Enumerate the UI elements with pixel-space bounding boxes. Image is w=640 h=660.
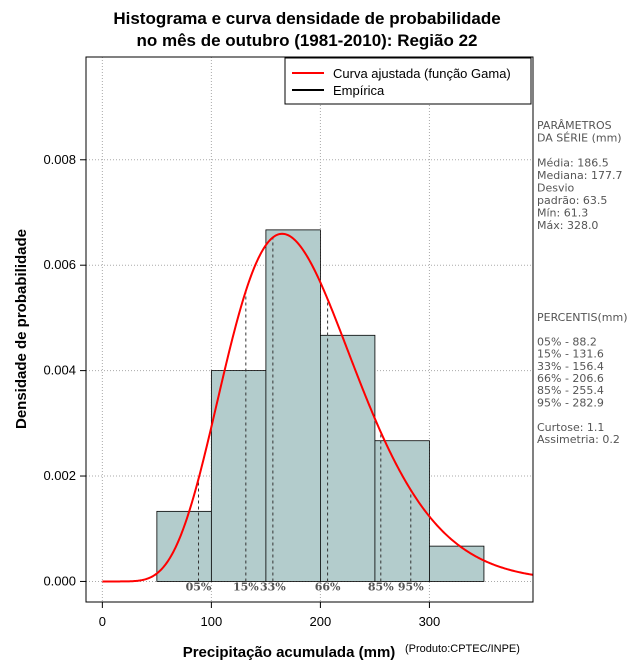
percentis-line-2: 05% - 88.2 xyxy=(537,335,597,348)
percentis-line-3: 15% - 131.6 xyxy=(537,348,604,361)
percentile-lines xyxy=(198,237,412,582)
chart-title-line2: no mês de outubro (1981-2010): Região 22 xyxy=(136,31,477,50)
histogram-bar-2 xyxy=(210,370,267,582)
y-tick-label: 0.006 xyxy=(43,257,76,272)
param-line-4: Mediana: 177.7 xyxy=(537,169,622,182)
percentile-labels: 05% 15% 33% 66% 85% 95% xyxy=(186,580,425,593)
series-parameters-panel: PARÂMETROS DA SÉRIE (mm) Média: 186.5Medi… xyxy=(537,119,622,232)
param-line-1: DA SÉRIE (mm) xyxy=(537,132,622,145)
percentile-label-85%: 85% xyxy=(368,580,394,593)
histogram-bar-6 xyxy=(429,545,485,582)
percentis-line-10: Assimetria: 0.2 xyxy=(537,433,620,446)
fitted-gamma-curve xyxy=(102,232,534,583)
param-line-8: Máx: 328.0 xyxy=(537,219,598,232)
param-line-5: Desvio xyxy=(537,182,575,195)
percentis-line-6: 85% - 255.4 xyxy=(537,384,604,397)
credit-label: (Produto:CPTEC/INPE) xyxy=(405,643,520,655)
histogram-bar-3 xyxy=(265,229,321,582)
plot-frame xyxy=(85,56,534,603)
x-tick-label: 300 xyxy=(419,614,441,629)
percentis-line-9: Curtose: 1.1 xyxy=(537,421,604,434)
x-tick-label: 0 xyxy=(99,614,106,629)
percentile-label-33%: 33% xyxy=(260,580,286,593)
histogram-bar-5 xyxy=(374,440,430,582)
x-tick-label: 100 xyxy=(201,614,223,629)
histogram-bars xyxy=(156,229,485,582)
x-axis-title: Precipitação acumulada (mm) xyxy=(183,644,396,660)
x-tick-label: 200 xyxy=(310,614,332,629)
y-axis-title: Densidade de probabilidade xyxy=(13,229,30,429)
percentile-label-66%: 66% xyxy=(315,580,341,593)
percentile-label-15%: 15% xyxy=(233,580,259,593)
legend-label-curve: Curva ajustada (função Gama) xyxy=(333,66,511,81)
percentis-line-4: 33% - 156.4 xyxy=(537,360,604,373)
histogram-bar-1 xyxy=(156,510,212,582)
param-line-3: Média: 186.5 xyxy=(537,157,609,170)
param-line-7: Mín: 61.3 xyxy=(537,207,588,220)
percentis-line-5: 66% - 206.6 xyxy=(537,372,604,385)
legend-box xyxy=(284,57,532,105)
legend-label-empirical: Empírica xyxy=(333,83,385,98)
legend: Curva ajustada (função Gama) Empírica xyxy=(284,57,532,105)
y-tick-label: 0.002 xyxy=(43,468,76,483)
y-tick-label: 0.004 xyxy=(43,363,76,378)
percentis-line-0: PERCENTIS(mm) xyxy=(537,311,628,324)
histogram-bar-4 xyxy=(320,334,376,582)
percentile-label-95%: 95% xyxy=(398,580,424,593)
y-axis-ticks: 0.000 0.002 0.004 0.006 0.008 xyxy=(43,152,86,588)
chart-title-line1: Histograma e curva densidade de probabil… xyxy=(113,9,500,28)
y-tick-label: 0.008 xyxy=(43,152,76,167)
param-line-6: padrão: 63.5 xyxy=(537,194,607,207)
percentile-label-05%: 05% xyxy=(186,580,212,593)
percentiles-panel: PERCENTIS(mm) 05% - 88.215% - 131.633% - … xyxy=(537,311,628,446)
param-line-0: PARÂMETROS xyxy=(537,119,612,132)
x-axis-ticks: 0 100 200 300 xyxy=(99,602,441,629)
y-tick-label: 0.000 xyxy=(43,573,76,588)
percentis-line-7: 95% - 282.9 xyxy=(537,396,604,409)
fitted-curve-group xyxy=(102,232,534,583)
